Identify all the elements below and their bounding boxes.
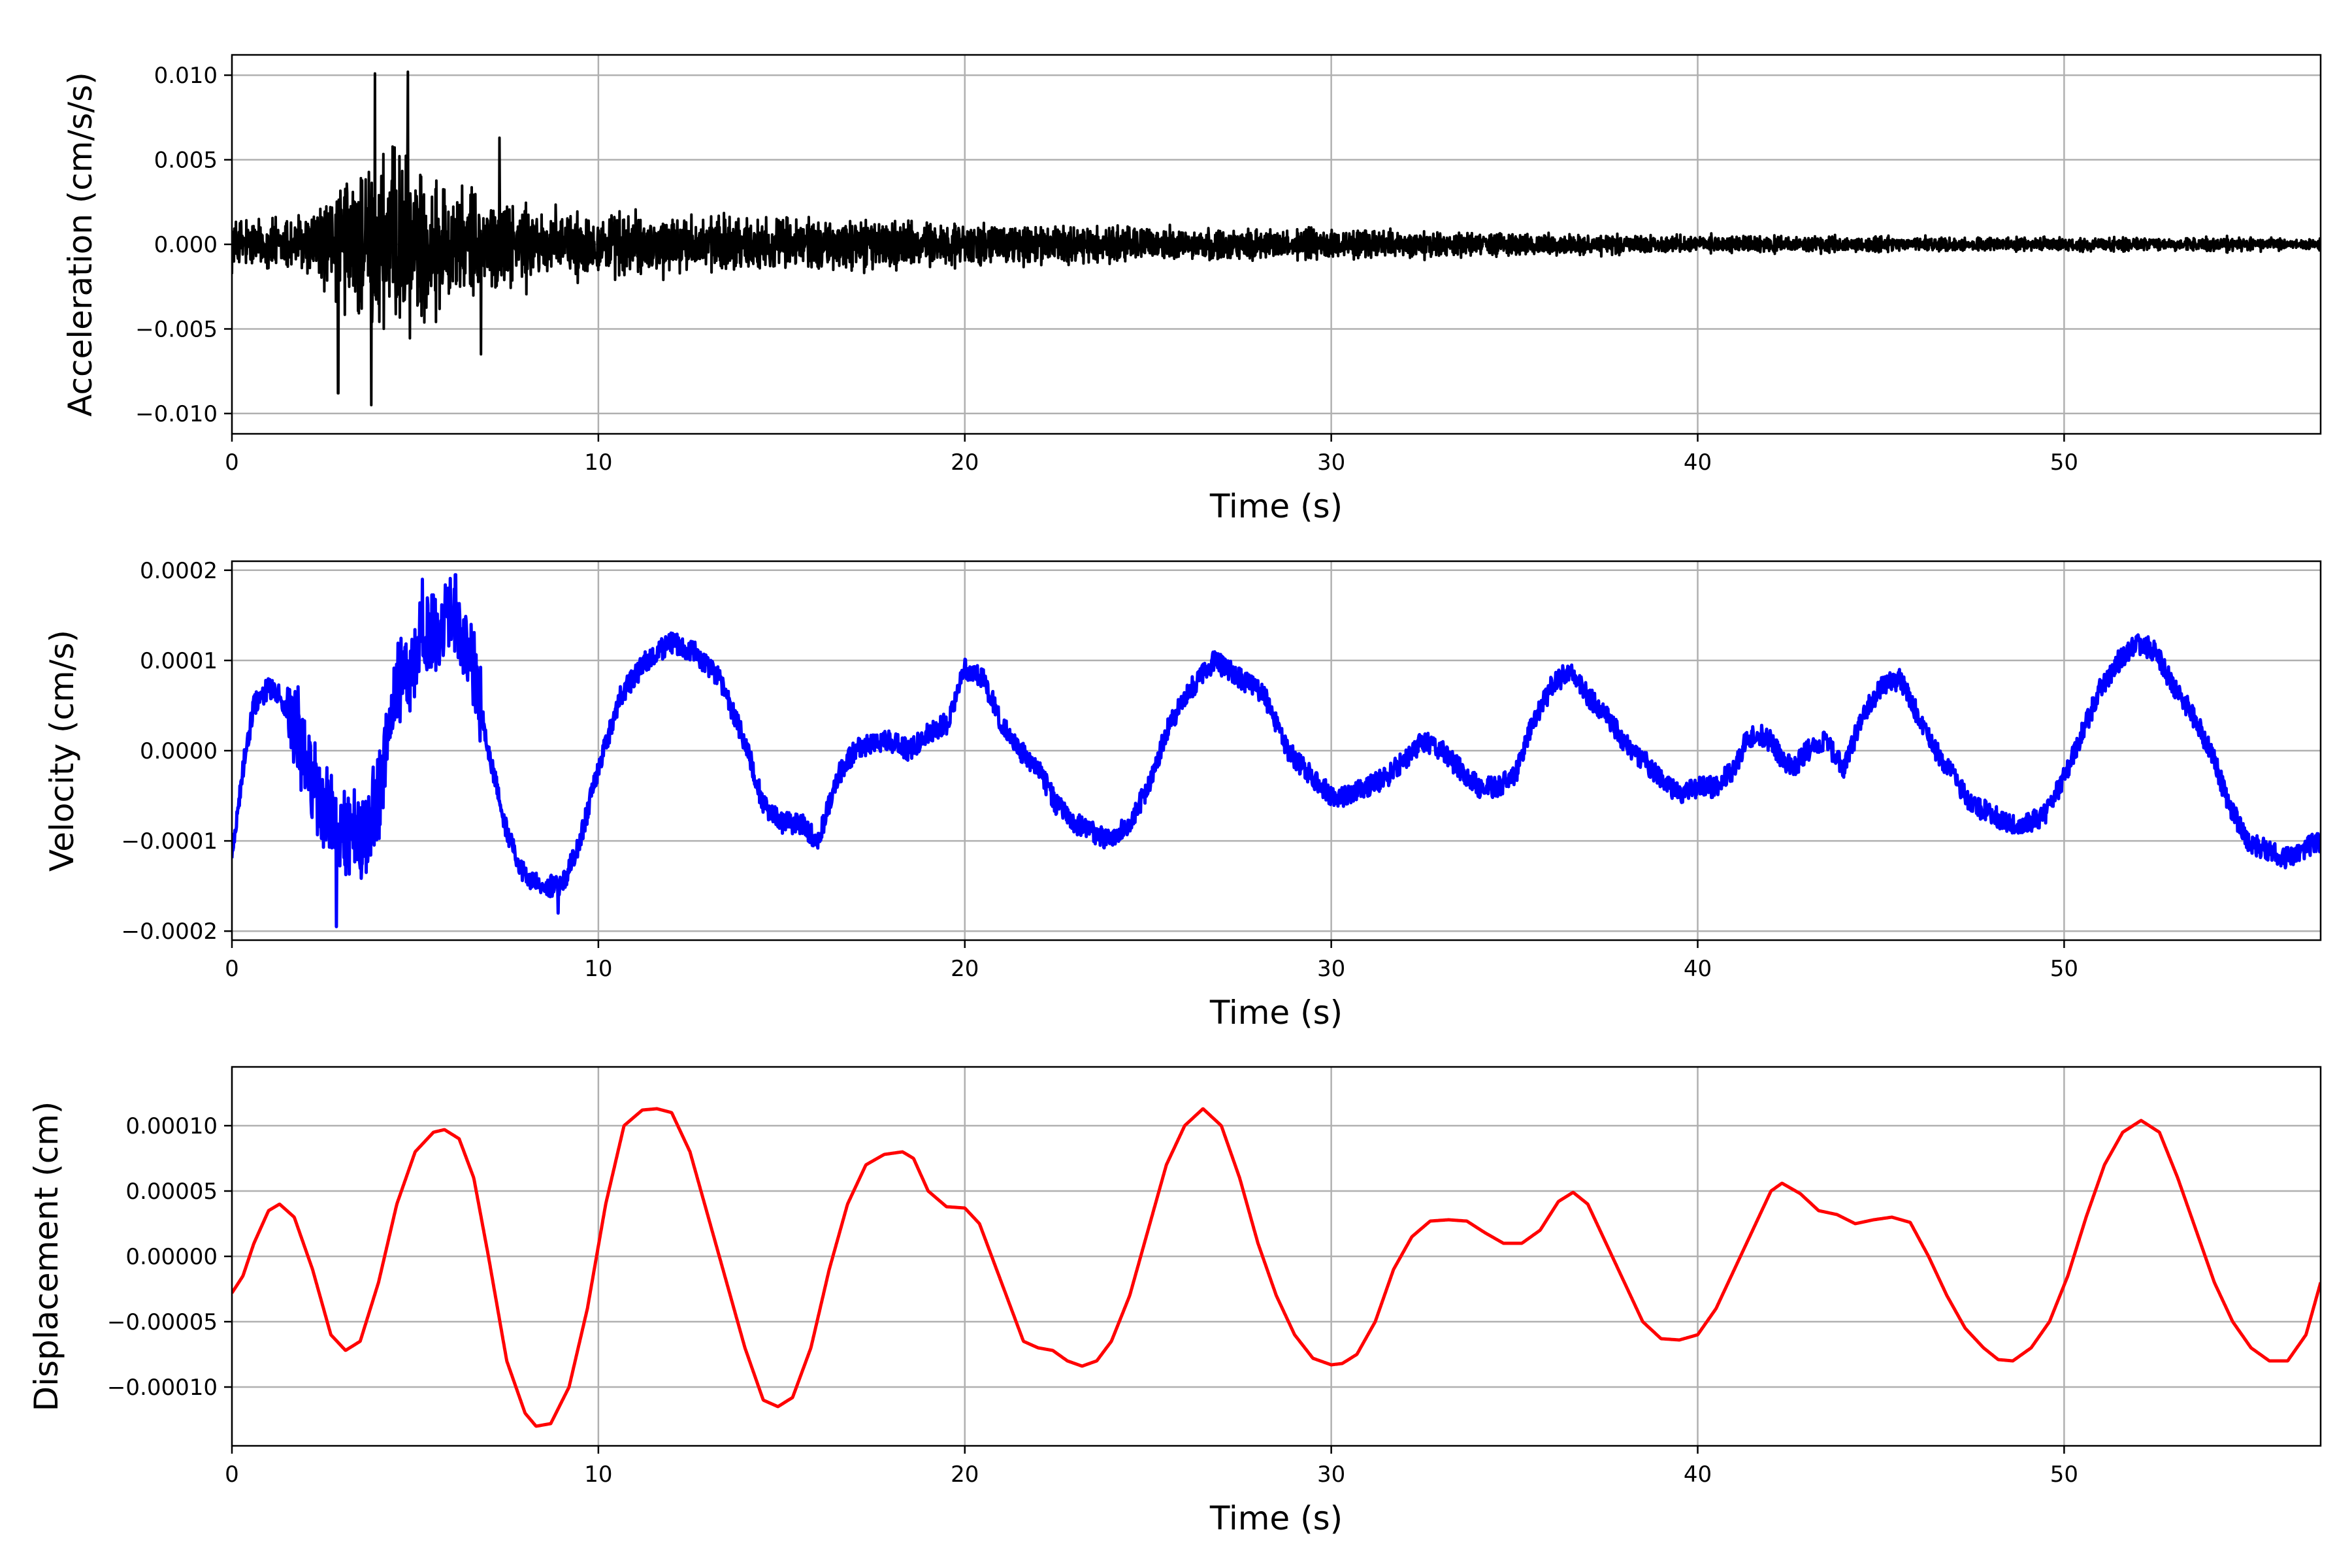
displacement-series-line [232,1107,2321,1428]
displacement-xtick-label: 30 [1317,1462,1345,1488]
velocity-panel: 0 10 20 30 40 50 −0.0002 −0.0001 0.0000 0.0001 0.0… [43,558,2322,1032]
acceleration-xtick-label: 20 [951,449,979,476]
displacement-ytick-label: −0.00005 [107,1309,218,1335]
velocity-ytick-label: 0.0001 [140,648,218,674]
acceleration-xtick-label: 30 [1317,449,1345,476]
displacement-xtick-label: 20 [951,1462,979,1488]
velocity-xtick-label: 0 [225,956,239,982]
acceleration-ytick-label: −0.010 [135,401,218,427]
acceleration-xtick-label: 50 [2050,449,2078,476]
velocity-ytick-label: −0.0002 [122,919,218,945]
acceleration-ytick-label: 0.000 [154,232,218,258]
displacement-ytick-label: 0.00005 [125,1179,218,1205]
acceleration-ytick-label: 0.010 [154,63,218,89]
displacement-xtick-label: 10 [584,1462,612,1488]
velocity-xtick-label: 10 [584,956,612,982]
displacement-panel: 0 10 20 30 40 50 −0.00010 −0.00005 0.00000 0.0000… [27,1066,2322,1537]
velocity-series-line [232,573,2321,928]
acceleration-yaxis-label: Acceleration (cm/s/s) [61,72,99,417]
velocity-xtick-label: 40 [1684,956,1712,982]
velocity-ytick-label: 0.0002 [140,558,218,584]
velocity-yaxis-label: Velocity (cm/s) [43,630,81,872]
displacement-xtick-label: 40 [1684,1462,1712,1488]
acceleration-xtick-label: 40 [1684,449,1712,476]
velocity-xtick-label: 50 [2050,956,2078,982]
displacement-xtick-label: 50 [2050,1462,2078,1488]
acceleration-ytick-label: 0.005 [154,148,218,174]
velocity-xaxis-label: Time (s) [1209,994,1343,1032]
acceleration-xaxis-label: Time (s) [1209,487,1343,525]
acceleration-ytick-label: −0.005 [135,316,218,342]
velocity-ytick-label: −0.0001 [122,828,218,855]
acceleration-series-line [232,70,2321,406]
displacement-ytick-label: 0.00000 [125,1244,218,1270]
velocity-ytick-label: 0.0000 [140,738,218,764]
acceleration-xtick-label: 0 [225,449,239,476]
displacement-ytick-label: 0.00010 [125,1113,218,1139]
displacement-xtick-label: 0 [225,1462,239,1488]
acceleration-panel: 0 10 20 30 40 50 −0.010 −0.005 0.000 0.005 0.010 Ti… [61,54,2322,525]
displacement-xaxis-label: Time (s) [1209,1499,1343,1537]
displacement-yaxis-label: Displacement (cm) [27,1102,65,1412]
velocity-xtick-label: 30 [1317,956,1345,982]
acceleration-xtick-label: 10 [584,449,612,476]
displacement-ytick-label: −0.00010 [107,1375,218,1401]
velocity-xtick-label: 20 [951,956,979,982]
